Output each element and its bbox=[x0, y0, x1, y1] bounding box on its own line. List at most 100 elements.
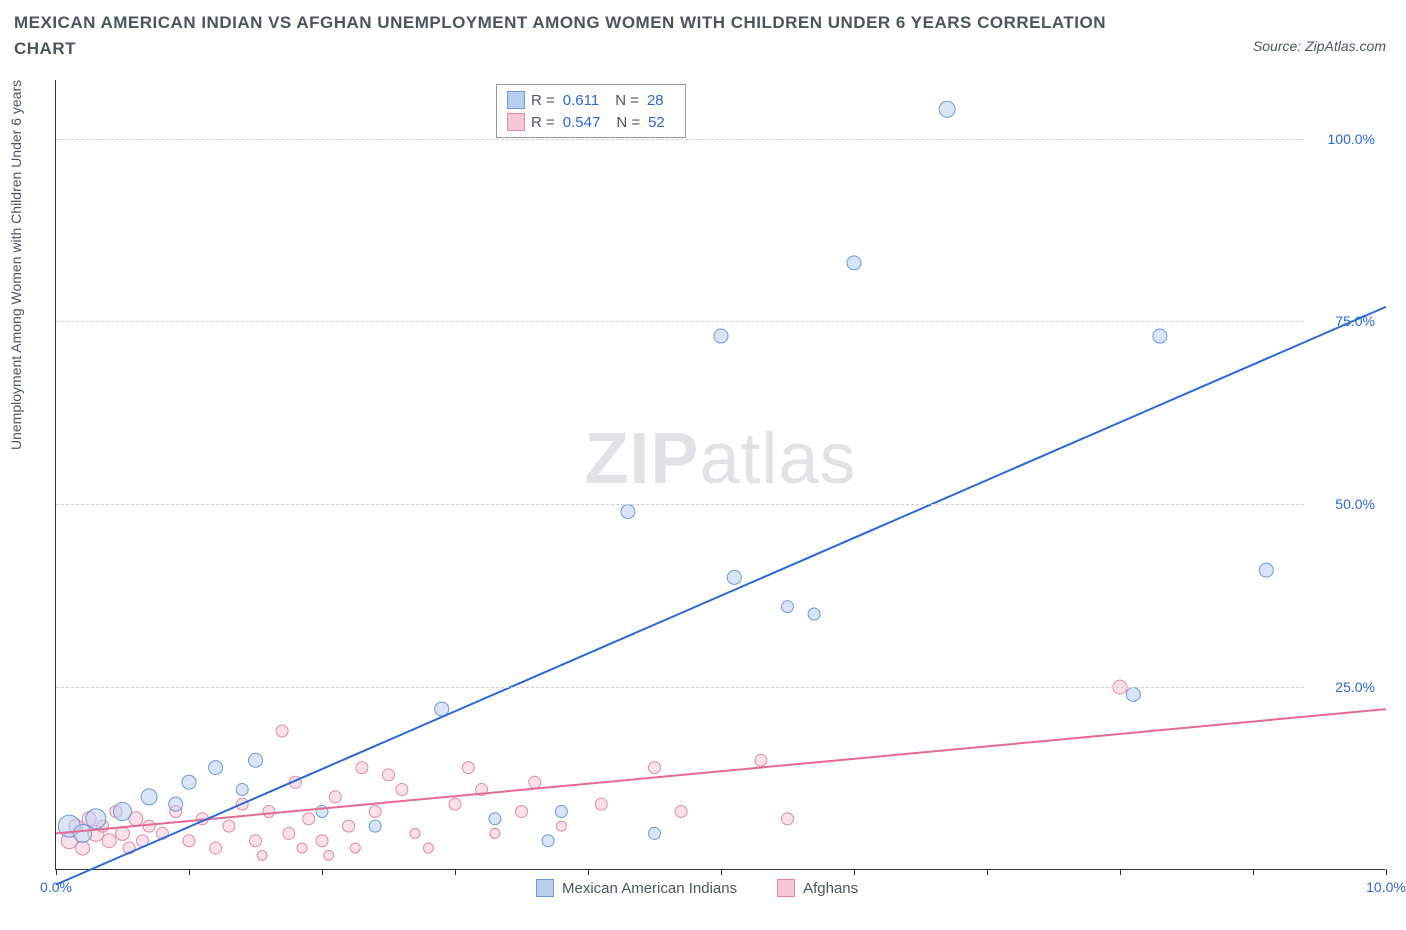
data-point bbox=[782, 813, 794, 825]
x-tick bbox=[56, 869, 57, 875]
r-label: R = bbox=[531, 92, 555, 109]
data-point bbox=[76, 841, 90, 855]
legend-row-series-1: R = 0.547 N = 52 bbox=[507, 111, 675, 133]
data-point bbox=[102, 834, 116, 848]
legend-item-1: Afghans bbox=[777, 879, 858, 897]
data-point bbox=[410, 828, 420, 838]
x-tick bbox=[1386, 869, 1387, 875]
data-point bbox=[462, 762, 474, 774]
data-point bbox=[141, 789, 157, 805]
x-tick bbox=[455, 869, 456, 875]
data-point bbox=[649, 762, 661, 774]
data-point bbox=[343, 820, 355, 832]
chart-title: MEXICAN AMERICAN INDIAN VS AFGHAN UNEMPL… bbox=[14, 10, 1114, 61]
data-point bbox=[396, 784, 408, 796]
gridline bbox=[56, 687, 1304, 688]
data-point bbox=[649, 827, 661, 839]
legend-label-0: Mexican American Indians bbox=[562, 880, 737, 897]
x-tick-label: 0.0% bbox=[40, 879, 72, 895]
data-point bbox=[1126, 687, 1140, 701]
x-tick bbox=[189, 869, 190, 875]
data-point bbox=[329, 791, 341, 803]
data-point bbox=[356, 762, 368, 774]
x-tick bbox=[1253, 869, 1254, 875]
data-point bbox=[1153, 329, 1167, 343]
x-tick bbox=[854, 869, 855, 875]
data-point bbox=[276, 725, 288, 737]
data-point bbox=[714, 329, 728, 343]
data-point bbox=[555, 805, 567, 817]
data-point bbox=[489, 813, 501, 825]
data-point bbox=[169, 797, 183, 811]
data-point bbox=[727, 570, 741, 584]
data-point bbox=[263, 805, 275, 817]
data-point bbox=[209, 761, 223, 775]
data-point bbox=[303, 813, 315, 825]
n-label: N = bbox=[616, 114, 640, 131]
data-point bbox=[755, 754, 767, 766]
data-point bbox=[542, 835, 554, 847]
data-point bbox=[423, 843, 433, 853]
x-tick bbox=[588, 869, 589, 875]
data-point bbox=[182, 775, 196, 789]
trend-line bbox=[56, 307, 1386, 885]
data-point bbox=[556, 821, 566, 831]
x-tick bbox=[987, 869, 988, 875]
data-point bbox=[223, 820, 235, 832]
legend-swatch-bottom-1 bbox=[777, 879, 795, 897]
r-value-0: 0.611 bbox=[563, 92, 599, 109]
data-point bbox=[86, 809, 106, 829]
data-point bbox=[782, 601, 794, 613]
r-label: R = bbox=[531, 114, 555, 131]
data-point bbox=[529, 776, 541, 788]
data-point bbox=[324, 850, 334, 860]
legend-swatch-bottom-0 bbox=[536, 879, 554, 897]
n-label: N = bbox=[615, 92, 639, 109]
data-point bbox=[847, 256, 861, 270]
y-tick-label: 100.0% bbox=[1328, 131, 1375, 147]
legend-row-series-0: R = 0.611 N = 28 bbox=[507, 89, 675, 111]
data-point bbox=[383, 769, 395, 781]
n-value-1: 52 bbox=[648, 114, 665, 131]
series-legend: Mexican American Indians Afghans bbox=[536, 879, 858, 897]
legend-label-1: Afghans bbox=[803, 880, 858, 897]
y-tick-label: 50.0% bbox=[1335, 496, 1375, 512]
legend-item-0: Mexican American Indians bbox=[536, 879, 737, 897]
data-point bbox=[675, 805, 687, 817]
y-tick-label: 75.0% bbox=[1335, 313, 1375, 329]
gridline bbox=[56, 504, 1304, 505]
data-point bbox=[1259, 563, 1273, 577]
scatter-plot-svg bbox=[56, 80, 1385, 869]
x-tick bbox=[1120, 869, 1121, 875]
data-point bbox=[490, 828, 500, 838]
y-axis-label: Unemployment Among Women with Children U… bbox=[8, 80, 24, 450]
data-point bbox=[939, 101, 955, 117]
data-point bbox=[350, 843, 360, 853]
chart-plot-area: ZIPatlas R = 0.611 N = 28 R = 0.547 N = … bbox=[55, 80, 1385, 870]
data-point bbox=[621, 505, 635, 519]
data-point bbox=[297, 843, 307, 853]
data-point bbox=[595, 798, 607, 810]
gridline bbox=[56, 321, 1304, 322]
source-attribution: Source: ZipAtlas.com bbox=[1253, 38, 1386, 54]
data-point bbox=[210, 842, 222, 854]
correlation-legend: R = 0.611 N = 28 R = 0.547 N = 52 bbox=[496, 84, 686, 138]
data-point bbox=[257, 850, 267, 860]
gridline bbox=[56, 139, 1304, 140]
data-point bbox=[249, 753, 263, 767]
x-tick-label: 10.0% bbox=[1366, 879, 1406, 895]
trend-line bbox=[56, 709, 1386, 833]
data-point bbox=[283, 827, 295, 839]
r-value-1: 0.547 bbox=[563, 114, 601, 131]
data-point bbox=[369, 820, 381, 832]
data-point bbox=[74, 824, 92, 842]
legend-swatch-0 bbox=[507, 91, 525, 109]
n-value-0: 28 bbox=[647, 92, 664, 109]
x-tick bbox=[721, 869, 722, 875]
legend-swatch-1 bbox=[507, 113, 525, 131]
data-point bbox=[516, 805, 528, 817]
data-point bbox=[236, 784, 248, 796]
data-point bbox=[808, 608, 820, 620]
data-point bbox=[183, 835, 195, 847]
data-point bbox=[449, 798, 461, 810]
